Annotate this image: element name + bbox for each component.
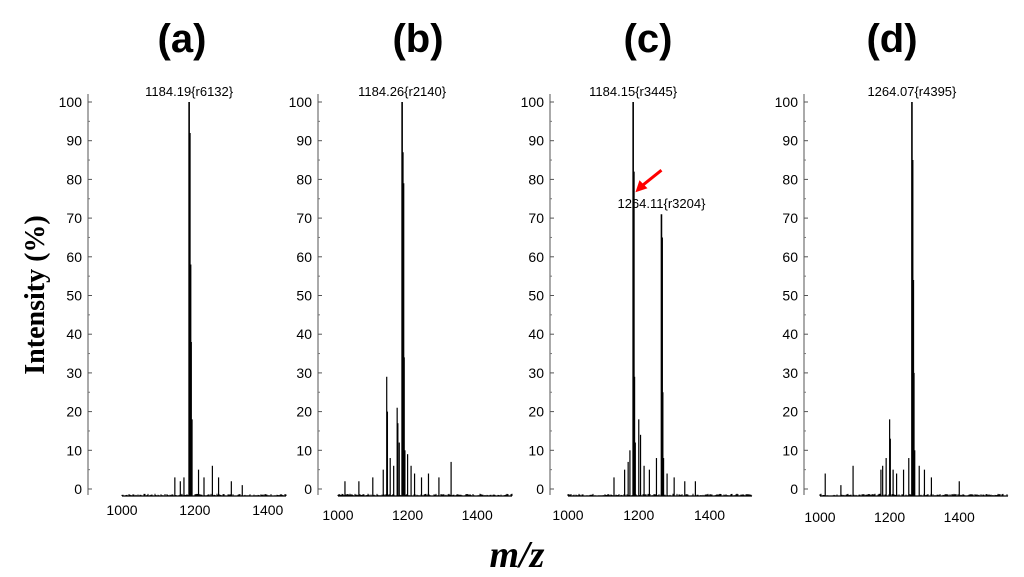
panel-title: (a) [158,17,207,61]
y-tick-label: 0 [304,481,312,497]
spectrum-panel: (a) 0 10 20 30 40 50 60 70 80 90 100 1000 1200 1400 118… [59,17,287,518]
y-tick-label: 60 [296,249,312,265]
y-tick-label: 50 [782,288,798,304]
y-tick-label: 20 [66,404,82,420]
x-tick-label: 1200 [392,507,423,523]
x-axis-label: m/z [490,534,545,576]
y-tick-label: 30 [782,365,798,381]
y-tick-label: 80 [528,171,544,187]
x-tick-label: 1200 [179,502,210,518]
y-tick-label: 60 [66,249,82,265]
y-tick-label: 90 [528,133,544,149]
y-tick-label: 100 [775,94,799,110]
y-tick-label: 40 [296,326,312,342]
annotation-arrow-shaft [640,169,663,188]
y-tick-label: 50 [296,288,312,304]
y-tick-label: 70 [528,210,544,226]
y-tick-label: 10 [528,442,544,458]
y-tick-label: 100 [521,94,545,110]
y-tick-label: 50 [66,288,82,304]
y-tick-label: 100 [59,94,83,110]
y-tick-label: 40 [782,326,798,342]
x-tick-label: 1400 [252,502,283,518]
peak-label: 1184.15{r3445} [589,84,678,99]
y-tick-label: 60 [528,249,544,265]
spectrum-panel: (c) 0 10 20 30 40 50 60 70 80 90 100 1000 1200 1400 118… [521,17,753,523]
y-axis-label: Intensity (%) [20,215,51,374]
y-tick-label: 60 [782,249,798,265]
peak-label: 1264.11{r3204} [617,196,706,211]
annotation-arrow-head [635,180,648,193]
y-tick-label: 0 [74,481,82,497]
x-tick-label: 1400 [944,509,975,525]
y-tick-label: 80 [66,171,82,187]
y-tick-label: 70 [782,210,798,226]
y-tick-label: 70 [66,210,82,226]
y-tick-label: 30 [528,365,544,381]
x-tick-label: 1000 [106,502,137,518]
peak-label: 1264.07{r4395} [867,84,957,99]
x-tick-label: 1000 [322,507,353,523]
y-tick-label: 20 [782,404,798,420]
y-tick-label: 30 [296,365,312,381]
x-tick-label: 1000 [804,509,835,525]
y-tick-label: 70 [296,210,312,226]
x-tick-label: 1400 [462,507,493,523]
y-tick-label: 100 [289,94,313,110]
y-tick-label: 80 [296,171,312,187]
x-tick-label: 1200 [623,507,654,523]
spectrum-panel: (d) 0 10 20 30 40 50 60 70 80 90 100 1000 1200 1400 126… [775,17,1009,525]
panel-title: (c) [624,17,673,61]
panel-title: (b) [392,17,443,61]
x-tick-label: 1200 [874,509,905,525]
x-tick-label: 1400 [694,507,725,523]
peak-label: 1184.26{r2140} [358,84,447,99]
y-tick-label: 20 [528,404,544,420]
y-tick-label: 0 [536,481,544,497]
y-tick-label: 80 [782,171,798,187]
y-tick-label: 90 [66,133,82,149]
y-tick-label: 40 [528,326,544,342]
y-tick-label: 90 [296,133,312,149]
spectrum-panel: (b) 0 10 20 30 40 50 60 70 80 90 100 1000 1200 1400 118… [289,17,513,523]
panel-title: (d) [866,17,917,61]
x-tick-label: 1000 [552,507,583,523]
peak-label: 1184.19{r6132} [145,84,234,99]
y-tick-label: 10 [296,442,312,458]
y-tick-label: 30 [66,365,82,381]
y-tick-label: 40 [66,326,82,342]
y-tick-label: 10 [66,442,82,458]
y-tick-label: 90 [782,133,798,149]
y-tick-label: 50 [528,288,544,304]
y-tick-label: 10 [782,442,798,458]
y-tick-label: 0 [790,481,798,497]
y-tick-label: 20 [296,404,312,420]
